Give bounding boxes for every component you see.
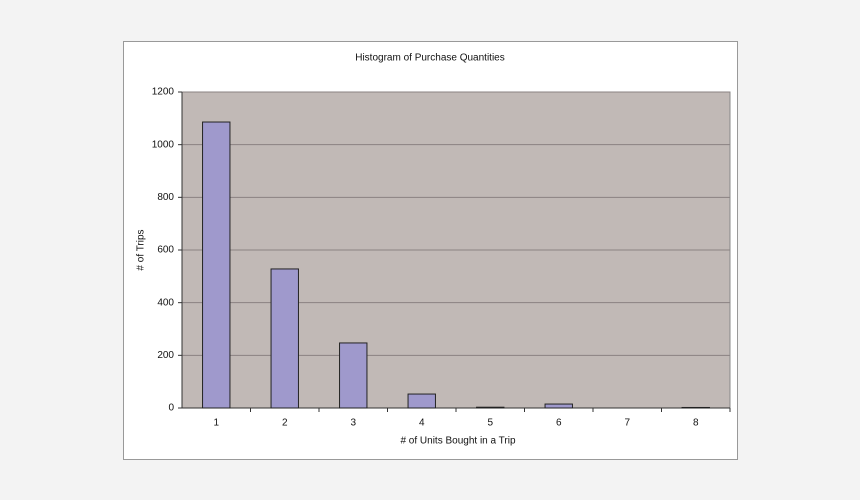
bar xyxy=(476,406,505,409)
x-axis-label: # of Units Bought in a Trip xyxy=(400,436,516,447)
chart-title: Histogram of Purchase Quantities xyxy=(355,53,505,64)
y-tick-label: 1200 xyxy=(152,87,175,98)
x-tick-label: 3 xyxy=(350,418,356,429)
y-tick-label: 0 xyxy=(168,403,174,414)
x-tick-label: 2 xyxy=(282,418,288,429)
bar xyxy=(681,406,710,409)
y-tick-label: 600 xyxy=(157,245,174,256)
bar xyxy=(544,403,573,409)
bar xyxy=(270,268,299,409)
y-axis-label: # of Trips xyxy=(136,229,147,270)
y-tick-label: 400 xyxy=(157,297,174,308)
x-tick-label: 8 xyxy=(693,418,699,429)
bar xyxy=(202,121,231,409)
x-tick-label: 6 xyxy=(556,418,562,429)
x-tick-label: 7 xyxy=(624,418,630,429)
y-tick-label: 200 xyxy=(157,350,174,361)
bar xyxy=(407,393,436,409)
x-tick-label: 1 xyxy=(213,418,219,429)
x-tick-label: 5 xyxy=(487,418,493,429)
y-tick-label: 1000 xyxy=(152,139,175,150)
y-tick-label: 800 xyxy=(157,192,174,203)
x-tick-label: 4 xyxy=(419,418,425,429)
bar xyxy=(339,342,368,409)
